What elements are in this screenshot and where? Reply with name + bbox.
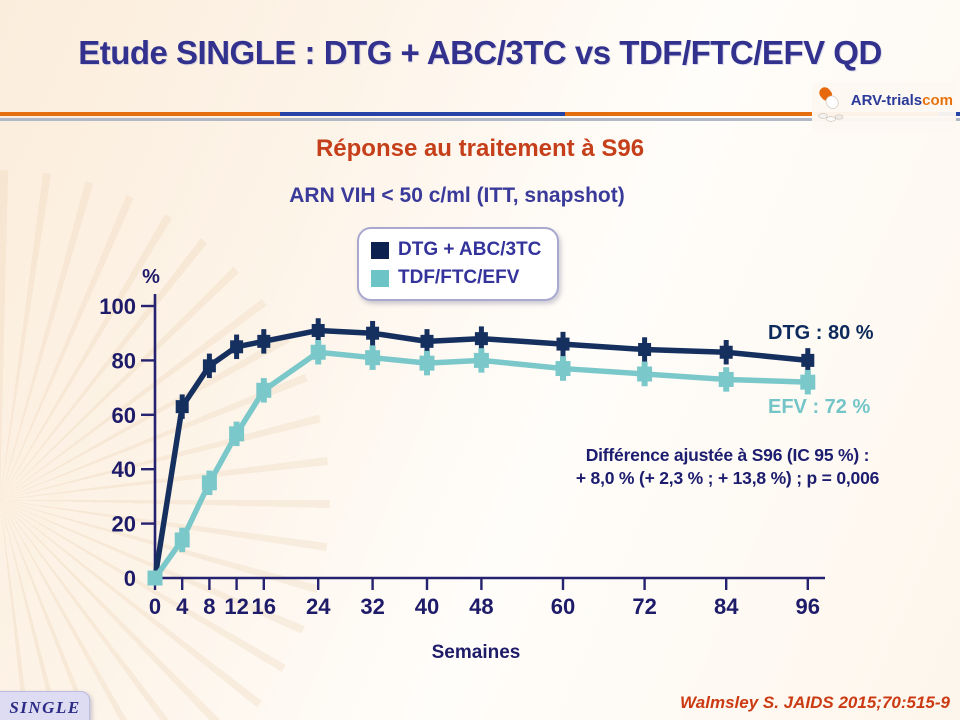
- annotation-efv-result: EFV : 72 %: [768, 396, 871, 418]
- y-axis-unit-label: %: [142, 266, 160, 288]
- reference-citation: Walmsley S. JAIDS 2015;70:515-9: [680, 693, 950, 712]
- divider-bottom: [0, 118, 960, 121]
- divider-top: [0, 112, 960, 116]
- data-point-efv: [419, 355, 435, 371]
- data-point-dtg: [257, 334, 271, 348]
- x-tick-label: 32: [360, 594, 384, 619]
- study-badge: SINGLE: [0, 691, 90, 720]
- legend-swatch-dtg: [371, 241, 389, 259]
- data-point-efv: [201, 475, 217, 491]
- data-point-dtg: [556, 337, 570, 351]
- data-point-efv: [229, 426, 245, 442]
- slide-title: Etude SINGLE : DTG + ABC/3TC vs TDF/FTC/…: [78, 34, 882, 71]
- data-point-dtg: [202, 359, 216, 373]
- legend-item-dtg: DTG + ABC/3TC: [371, 236, 547, 264]
- data-point-efv: [147, 570, 163, 586]
- data-point-efv: [718, 371, 734, 387]
- data-point-efv: [473, 352, 489, 368]
- x-tick-label: 96: [796, 594, 820, 619]
- data-point-dtg: [420, 334, 434, 348]
- legend-item-efv: TDF/FTC/EFV: [371, 264, 547, 292]
- arv-trials-logo[interactable]: ARV-trialscom: [811, 82, 956, 131]
- difference-line2: + 8,0 % (+ 2,3 % ; + 13,8 %) ; p = 0,006: [575, 468, 880, 488]
- data-point-efv: [637, 366, 653, 382]
- x-tick-label: 72: [632, 594, 656, 619]
- difference-line1: Différence ajustée à S96 (IC 95 %) :: [585, 445, 870, 465]
- data-point-efv: [256, 382, 272, 398]
- pill-icon: [815, 83, 851, 130]
- data-point-dtg: [230, 340, 244, 354]
- x-tick-label: 60: [551, 594, 575, 619]
- legend-label-dtg: DTG + ABC/3TC: [398, 239, 542, 260]
- y-tick-label: 0: [124, 566, 136, 591]
- x-tick-label: 4: [176, 594, 189, 619]
- y-tick-label: 60: [112, 403, 136, 428]
- legend-swatch-efv: [371, 269, 389, 287]
- y-tick-label: 80: [112, 348, 136, 373]
- annotation-adjusted-difference: Différence ajustée à S96 (IC 95 %) : + 8…: [505, 444, 950, 490]
- data-point-efv: [174, 532, 190, 548]
- x-tick-label: 24: [306, 594, 331, 619]
- data-point-dtg: [175, 400, 189, 414]
- y-tick-label: 40: [112, 457, 136, 482]
- x-tick-label: 12: [224, 594, 248, 619]
- data-point-efv: [800, 374, 816, 390]
- y-tick-label: 100: [99, 294, 136, 319]
- data-point-efv: [310, 344, 326, 360]
- data-point-dtg: [719, 345, 733, 359]
- data-point-dtg: [311, 323, 325, 337]
- logo-text: ARV-trialscom: [850, 92, 953, 109]
- x-tick-label: 8: [203, 594, 215, 619]
- y-tick-label: 20: [112, 512, 136, 537]
- data-point-efv: [365, 350, 381, 366]
- x-tick-label: 16: [252, 594, 276, 619]
- x-axis-label: Semaines: [431, 642, 521, 663]
- chart-legend: DTG + ABC/3TC TDF/FTC/EFV: [357, 227, 559, 301]
- data-point-dtg: [801, 353, 815, 367]
- data-point-dtg: [366, 326, 380, 340]
- data-point-dtg: [638, 343, 652, 357]
- chart-title: ARN VIH < 50 c/ml (ITT, snapshot): [289, 184, 625, 207]
- annotation-dtg-result: DTG : 80 %: [768, 322, 874, 344]
- x-tick-label: 40: [415, 594, 439, 619]
- x-tick-label: 84: [714, 594, 739, 619]
- x-tick-label: 0: [149, 594, 161, 619]
- data-point-efv: [555, 361, 571, 377]
- data-point-dtg: [474, 332, 488, 346]
- x-tick-label: 48: [469, 594, 493, 619]
- section-heading: Réponse au traitement à S96: [315, 135, 645, 162]
- legend-label-efv: TDF/FTC/EFV: [398, 267, 520, 288]
